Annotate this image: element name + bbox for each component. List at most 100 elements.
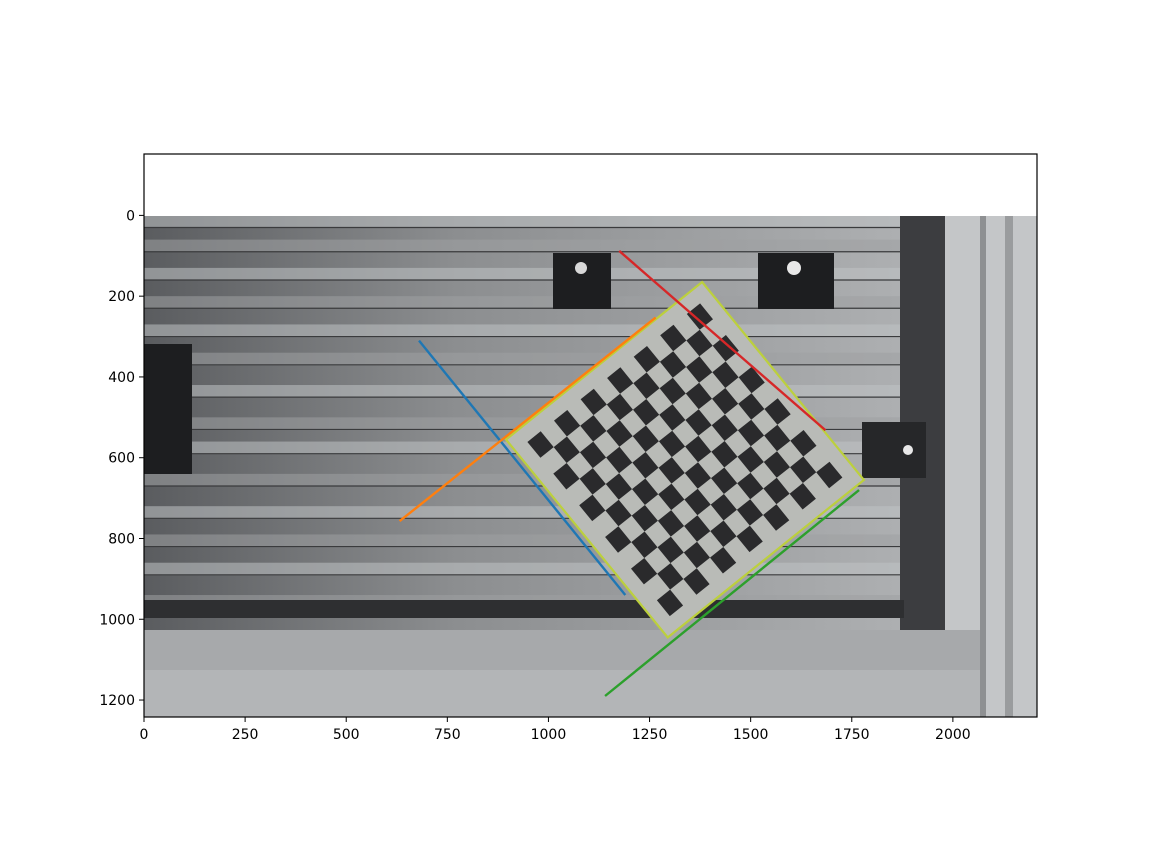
bracket-screw-1: [575, 262, 587, 274]
edge-line-1: [418, 339, 627, 596]
y-tick-label: 600: [108, 451, 135, 467]
board-square: [763, 477, 790, 505]
bracket-screw-3: [903, 445, 913, 455]
y-tick-label: 400: [108, 370, 135, 386]
x-tick-label: 0: [140, 727, 149, 743]
bracket-top-1: [553, 253, 611, 309]
board-square: [764, 424, 791, 452]
board-square: [712, 361, 739, 388]
rail: [144, 267, 904, 281]
board-square: [737, 419, 765, 447]
bracket-right: [862, 422, 926, 478]
board-square: [632, 452, 659, 479]
board-square: [527, 431, 554, 458]
board-square: [660, 324, 687, 352]
board-square: [580, 415, 607, 442]
board-square: [710, 520, 737, 547]
bottom-frame-lower: [144, 670, 980, 717]
board-square: [685, 435, 712, 463]
edge-lines: [398, 250, 860, 697]
board-square: [553, 436, 580, 463]
board-square: [631, 505, 658, 532]
x-tick-label: 1000: [531, 727, 567, 743]
right-frame-edge-2: [1005, 216, 1013, 717]
board-square: [606, 420, 633, 447]
bottom-frame: [144, 630, 980, 670]
board-square: [606, 393, 633, 421]
rail: [144, 239, 904, 252]
board-square: [607, 367, 634, 394]
board-square: [736, 525, 763, 553]
board-square: [686, 356, 713, 383]
board-square: [657, 510, 685, 537]
x-tick-label: 1250: [632, 727, 668, 743]
board-square: [685, 409, 712, 436]
board-square: [684, 515, 711, 542]
edge-line-3: [604, 489, 860, 697]
board-square: [710, 494, 737, 521]
board-face: [504, 280, 866, 639]
board-square: [686, 329, 713, 357]
x-tick-label: 1750: [834, 727, 870, 743]
x-tick-label: 2000: [935, 727, 971, 743]
board-square: [683, 541, 710, 569]
board-square: [579, 494, 606, 522]
board-square: [659, 377, 686, 405]
board-square: [764, 398, 791, 425]
y-tick-label: 1200: [99, 693, 135, 709]
x-axis: 0 250 500 750 1000 1250 1500 1750 2000: [140, 717, 971, 743]
board-square: [684, 462, 711, 489]
y-tick-label: 200: [108, 289, 135, 305]
bottom-rail-dark: [144, 600, 904, 618]
x-tick-label: 1500: [733, 727, 769, 743]
board-square: [816, 461, 843, 489]
board-square: [632, 425, 659, 452]
edge-line-4: [618, 250, 827, 432]
board-square: [763, 504, 790, 531]
y-tick-label: 1000: [99, 612, 135, 628]
board-square: [737, 446, 764, 473]
left-bracket: [144, 344, 192, 474]
board-square: [736, 499, 764, 526]
axes-frame: [143, 153, 1038, 718]
board-square: [554, 410, 581, 437]
board-square: [633, 399, 660, 426]
board-square: [657, 536, 684, 564]
board-square: [711, 441, 738, 468]
board-square: [659, 404, 686, 431]
board-square: [683, 568, 710, 595]
rail: [144, 562, 904, 575]
board-square: [789, 483, 816, 510]
x-tick-label: 750: [434, 727, 461, 743]
board-square: [605, 499, 632, 527]
board-square: [738, 366, 765, 394]
board-square: [580, 388, 607, 416]
checkerboard: [504, 280, 866, 639]
board-square: [631, 558, 658, 585]
board-square: [790, 456, 817, 483]
x-tick-label: 500: [333, 727, 360, 743]
board-square: [658, 430, 686, 458]
board-square: [711, 414, 738, 441]
rail: [144, 324, 904, 337]
board-square: [579, 441, 607, 469]
board-square: [738, 393, 765, 420]
board-square: [737, 472, 764, 500]
board-square: [658, 483, 685, 511]
board-square: [553, 463, 580, 490]
board-square: [633, 372, 660, 399]
board-square: [605, 473, 632, 500]
board-square: [711, 467, 738, 494]
board-square: [712, 388, 739, 415]
board-square: [686, 303, 713, 330]
right-frame-edge: [980, 216, 986, 717]
board-square: [658, 457, 685, 484]
bracket-screw-2: [787, 261, 801, 275]
y-tick-label: 800: [108, 531, 135, 547]
board-square: [606, 446, 633, 474]
board-square: [685, 382, 712, 410]
x-tick-label: 250: [232, 727, 259, 743]
board-square: [684, 488, 711, 516]
board-square: [712, 335, 739, 362]
